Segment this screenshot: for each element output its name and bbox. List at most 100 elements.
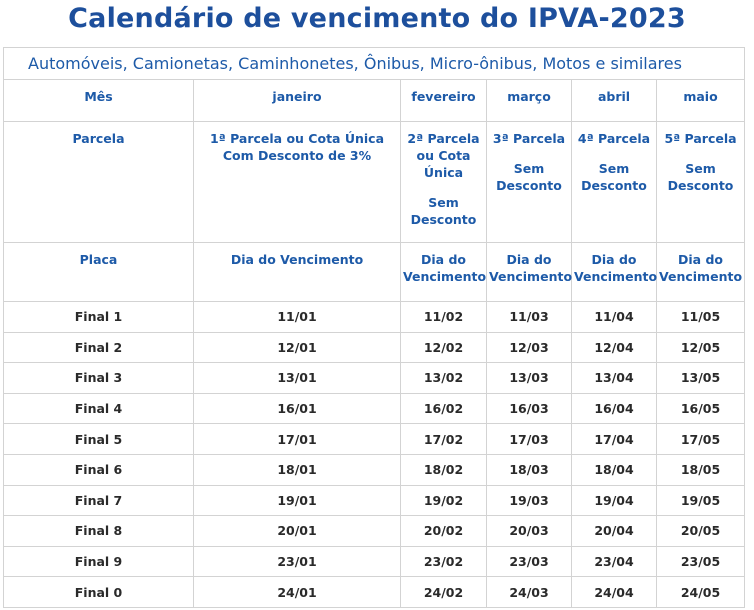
- date-cell: 20/03: [486, 515, 572, 547]
- installment-text: Sem Desconto: [410, 195, 477, 227]
- date-cell: 20/01: [193, 515, 401, 547]
- date-cell: 13/03: [486, 362, 572, 394]
- due-header-row: Placa Dia do Vencimento Dia do Vencimento D…: [3, 242, 746, 302]
- date-cell: 19/05: [655, 484, 746, 517]
- date-cell: 18/04: [571, 453, 657, 486]
- date-cell: 12/01: [193, 331, 401, 364]
- month-cell: Mês: [3, 79, 194, 122]
- due-header-cell: Dia do Vencimento: [400, 242, 487, 302]
- date-cell: 12/02: [400, 331, 487, 364]
- date-cell: 17/01: [193, 423, 401, 455]
- date-cell: 16/05: [655, 392, 746, 425]
- date-cell: 18/01: [193, 453, 401, 486]
- due-header-cell: Dia do Vencimento: [571, 242, 657, 302]
- plate-row: Final 7 19/01 19/02 19/03 19/04 19/05: [3, 484, 746, 517]
- plate-row: Final 2 12/01 12/02 12/03 12/04 12/05: [3, 331, 746, 364]
- plate-row: Final 4 16/01 16/02 16/03 16/04 16/05: [3, 392, 746, 425]
- installment-text: 3ª Parcela: [492, 131, 566, 146]
- installment-cell: 1ª Parcela ou Cota Única Com Desconto de…: [193, 121, 401, 243]
- installment-text: 1ª Parcela ou Cota Única Com Desconto de…: [209, 131, 385, 163]
- date-cell: 24/01: [193, 576, 401, 608]
- date-cell: 24/05: [655, 576, 746, 608]
- date-cell: 23/05: [655, 545, 746, 578]
- month-cell: maio: [655, 79, 746, 122]
- date-cell: 19/01: [193, 484, 401, 517]
- month-row: Mês janeiro fevereiro março abril maio: [3, 79, 746, 122]
- due-header-cell: Dia do Vencimento: [486, 242, 572, 302]
- table-caption: Automóveis, Camionetas, Caminhonetes, Ôn…: [2, 47, 746, 80]
- date-cell: 18/05: [655, 453, 746, 486]
- date-cell: 11/01: [193, 301, 401, 333]
- caption-row: Automóveis, Camionetas, Caminhonetes, Ôn…: [2, 47, 746, 80]
- date-cell: 18/02: [400, 453, 487, 486]
- installment-cell: 3ª Parcela Sem Desconto: [486, 121, 572, 243]
- plate-row: Final 6 18/01 18/02 18/03 18/04 18/05: [3, 453, 746, 486]
- date-cell: 17/04: [571, 423, 657, 455]
- date-cell: 13/04: [571, 362, 657, 394]
- date-cell: 17/03: [486, 423, 572, 455]
- plate-cell: Final 0: [3, 576, 194, 608]
- date-cell: 13/01: [193, 362, 401, 394]
- installment-text: Sem Desconto: [496, 161, 562, 193]
- date-cell: 18/03: [486, 453, 572, 486]
- date-cell: 13/05: [655, 362, 746, 394]
- plate-cell: Final 7: [3, 484, 194, 517]
- plate-cell: Final 2: [3, 331, 194, 364]
- plate-cell: Final 6: [3, 453, 194, 486]
- date-cell: 24/04: [571, 576, 657, 608]
- date-cell: 20/05: [655, 515, 746, 547]
- date-cell: 24/02: [400, 576, 487, 608]
- due-header-cell: Dia do Vencimento: [655, 242, 746, 302]
- date-cell: 19/02: [400, 484, 487, 517]
- installment-text: Parcela: [72, 131, 125, 146]
- date-cell: 16/01: [193, 392, 401, 425]
- installment-text: 2ª Parcela ou Cota Única: [407, 131, 480, 180]
- date-cell: 19/03: [486, 484, 572, 517]
- plate-cell: Final 9: [3, 545, 194, 578]
- installment-cell: 4ª Parcela Sem Desconto: [571, 121, 657, 243]
- date-cell: 12/05: [655, 331, 746, 364]
- date-cell: 23/02: [400, 545, 487, 578]
- plate-row: Final 0 24/01 24/02 24/03 24/04 24/05: [3, 576, 746, 608]
- month-cell: abril: [571, 79, 657, 122]
- plate-row: Final 3 13/01 13/02 13/03 13/04 13/05: [3, 362, 746, 394]
- plate-cell: Final 8: [3, 515, 194, 547]
- plate-row: Final 9 23/01 23/02 23/03 23/04 23/05: [3, 545, 746, 578]
- date-cell: 23/03: [486, 545, 572, 578]
- plate-row: Final 1 11/01 11/02 11/03 11/04 11/05: [3, 301, 746, 333]
- due-header-cell: Dia do Vencimento: [193, 242, 401, 302]
- plate-row: Final 8 20/01 20/02 20/03 20/04 20/05: [3, 515, 746, 547]
- installment-cell: 5ª Parcela Sem Desconto: [655, 121, 746, 243]
- plate-row: Final 5 17/01 17/02 17/03 17/04 17/05: [3, 423, 746, 455]
- installment-text: Sem Desconto: [667, 161, 734, 193]
- date-cell: 16/02: [400, 392, 487, 425]
- date-cell: 16/04: [571, 392, 657, 425]
- date-cell: 11/02: [400, 301, 487, 333]
- plate-cell: Final 5: [3, 423, 194, 455]
- due-date-table: Automóveis, Camionetas, Caminhonetes, Ôn…: [2, 47, 746, 608]
- installment-text: 4ª Parcela: [577, 131, 651, 146]
- date-cell: 17/02: [400, 423, 487, 455]
- page-title: Calendário de vencimento do IPVA-2023: [68, 3, 686, 34]
- date-cell: 11/03: [486, 301, 572, 333]
- plate-cell: Final 1: [3, 301, 194, 333]
- date-cell: 23/01: [193, 545, 401, 578]
- month-cell: janeiro: [193, 79, 401, 122]
- installment-cell: 2ª Parcela ou Cota Única Sem Desconto: [400, 121, 487, 243]
- date-cell: 13/02: [400, 362, 487, 394]
- date-cell: 20/02: [400, 515, 487, 547]
- plate-cell: Final 4: [3, 392, 194, 425]
- plate-cell: Final 3: [3, 362, 194, 394]
- installment-cell: Parcela: [3, 121, 194, 243]
- date-cell: 20/04: [571, 515, 657, 547]
- date-cell: 12/04: [571, 331, 657, 364]
- date-cell: 19/04: [571, 484, 657, 517]
- month-cell: fevereiro: [400, 79, 487, 122]
- installment-text: 5ª Parcela: [664, 131, 737, 146]
- date-cell: 16/03: [486, 392, 572, 425]
- installment-row: Parcela 1ª Parcela ou Cota Única Com Desc…: [3, 121, 746, 243]
- date-cell: 17/05: [655, 423, 746, 455]
- month-cell: março: [486, 79, 572, 122]
- date-cell: 24/03: [486, 576, 572, 608]
